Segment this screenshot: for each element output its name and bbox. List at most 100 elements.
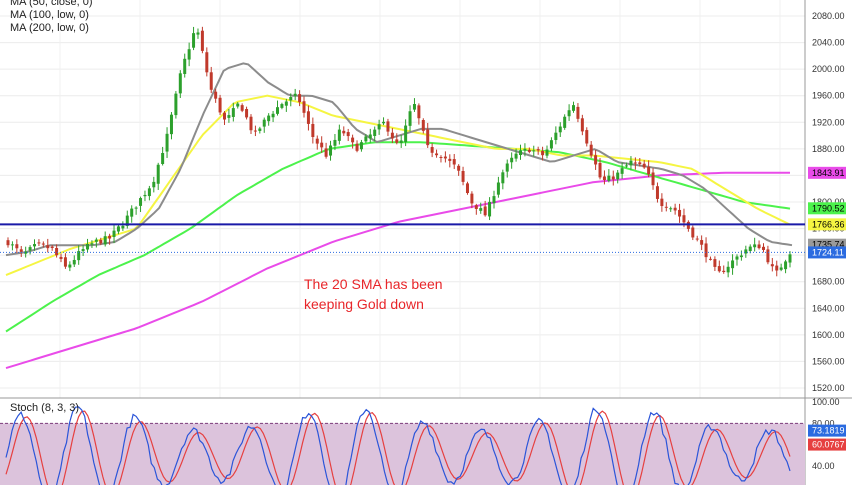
price-tag-label: 1843.91 bbox=[812, 168, 845, 178]
candle-body bbox=[81, 249, 85, 252]
candle-body bbox=[576, 106, 580, 119]
candle-body bbox=[523, 148, 527, 151]
candle-body bbox=[359, 142, 363, 150]
candle-body bbox=[580, 118, 584, 132]
candle-body bbox=[713, 259, 717, 267]
candle-body bbox=[130, 208, 134, 217]
candle-body bbox=[784, 261, 788, 270]
candle-body bbox=[15, 244, 19, 249]
candle-body bbox=[426, 129, 430, 146]
candle-body bbox=[669, 208, 673, 210]
candle-body bbox=[417, 105, 421, 119]
candle-body bbox=[253, 130, 257, 132]
candle-body bbox=[315, 138, 319, 144]
candle-body bbox=[324, 148, 328, 157]
candle-body bbox=[408, 111, 412, 126]
stoch-tick-label: 100.00 bbox=[812, 397, 840, 407]
candle-body bbox=[373, 129, 377, 136]
candle-body bbox=[757, 244, 761, 249]
candle-body bbox=[629, 160, 633, 166]
candle-body bbox=[249, 116, 253, 131]
candle-body bbox=[708, 258, 712, 260]
candle-body bbox=[404, 125, 408, 143]
candle-body bbox=[192, 33, 196, 48]
stoch-tick-label: 40.00 bbox=[812, 461, 835, 471]
candle-body bbox=[700, 240, 704, 245]
candle-body bbox=[611, 176, 615, 180]
candle-body bbox=[178, 73, 182, 94]
candle-body bbox=[368, 134, 372, 139]
price-tick-label: 1520.00 bbox=[812, 383, 845, 393]
candle-body bbox=[161, 152, 165, 164]
ma50-line bbox=[5, 94, 791, 277]
price-axis: 2080.00 2040.00 2000.00 1960.00 1920.00 1880.… bbox=[812, 11, 845, 393]
candle-body bbox=[461, 170, 465, 182]
moving-averages bbox=[5, 62, 793, 370]
candle-body bbox=[152, 181, 156, 188]
candle-body bbox=[642, 163, 646, 168]
candle-body bbox=[412, 104, 416, 110]
candle-body bbox=[572, 105, 576, 111]
candle-body bbox=[77, 251, 81, 261]
candle-body bbox=[492, 196, 496, 204]
candle-body bbox=[386, 121, 390, 132]
candle-body bbox=[90, 243, 94, 245]
candle-body bbox=[187, 49, 191, 60]
candle-body bbox=[280, 104, 284, 108]
candle-body bbox=[165, 133, 169, 152]
candle-body bbox=[108, 235, 112, 239]
legend-ma100: MA (100, low, 0) bbox=[10, 9, 89, 21]
candle-body bbox=[262, 119, 266, 127]
price-tag-box bbox=[808, 218, 846, 231]
candle-body bbox=[717, 266, 721, 272]
candle-body bbox=[651, 172, 655, 186]
candle-body bbox=[479, 208, 483, 211]
candle-body bbox=[94, 239, 98, 242]
candle-body bbox=[222, 112, 226, 120]
candle-body bbox=[686, 221, 690, 229]
candle-body bbox=[377, 124, 381, 130]
candle-body bbox=[638, 162, 642, 165]
candle-body bbox=[483, 206, 487, 216]
candle-body bbox=[779, 267, 783, 270]
candle-body bbox=[364, 136, 368, 142]
candle-body bbox=[682, 215, 686, 223]
candle-body bbox=[726, 266, 730, 273]
candle-body bbox=[788, 254, 792, 263]
candle-body bbox=[390, 132, 394, 139]
candle-body bbox=[647, 166, 651, 175]
candle-body bbox=[435, 153, 439, 156]
price-tick-label: 1600.00 bbox=[812, 330, 845, 340]
candle-body bbox=[59, 256, 63, 259]
candle-body bbox=[116, 226, 120, 232]
candle-body bbox=[545, 149, 549, 156]
candle-body bbox=[532, 150, 536, 152]
candle-body bbox=[457, 165, 461, 171]
candle-body bbox=[236, 103, 240, 107]
candle-body bbox=[271, 113, 275, 118]
candle-body bbox=[33, 244, 37, 247]
candle-body bbox=[169, 114, 173, 135]
candle-body bbox=[536, 149, 540, 151]
candle-body bbox=[156, 164, 160, 184]
candle-body bbox=[678, 209, 682, 217]
candle-body bbox=[598, 163, 602, 178]
candlesticks bbox=[6, 26, 792, 278]
candle-body bbox=[655, 186, 659, 199]
candle-body bbox=[439, 156, 443, 158]
candle-body bbox=[125, 215, 129, 226]
candle-body bbox=[510, 157, 514, 163]
candle-body bbox=[722, 270, 726, 273]
candle-body bbox=[748, 246, 752, 252]
candle-body bbox=[541, 150, 545, 156]
candle-body bbox=[465, 183, 469, 194]
candle-body bbox=[549, 140, 553, 149]
candle-body bbox=[55, 247, 59, 256]
candle-body bbox=[139, 198, 143, 206]
stoch-d-tag-label: 60.0767 bbox=[812, 440, 845, 450]
candle-body bbox=[337, 129, 341, 141]
candle-body bbox=[6, 240, 10, 246]
stoch-k-line bbox=[5, 406, 791, 485]
candle-body bbox=[399, 140, 403, 144]
